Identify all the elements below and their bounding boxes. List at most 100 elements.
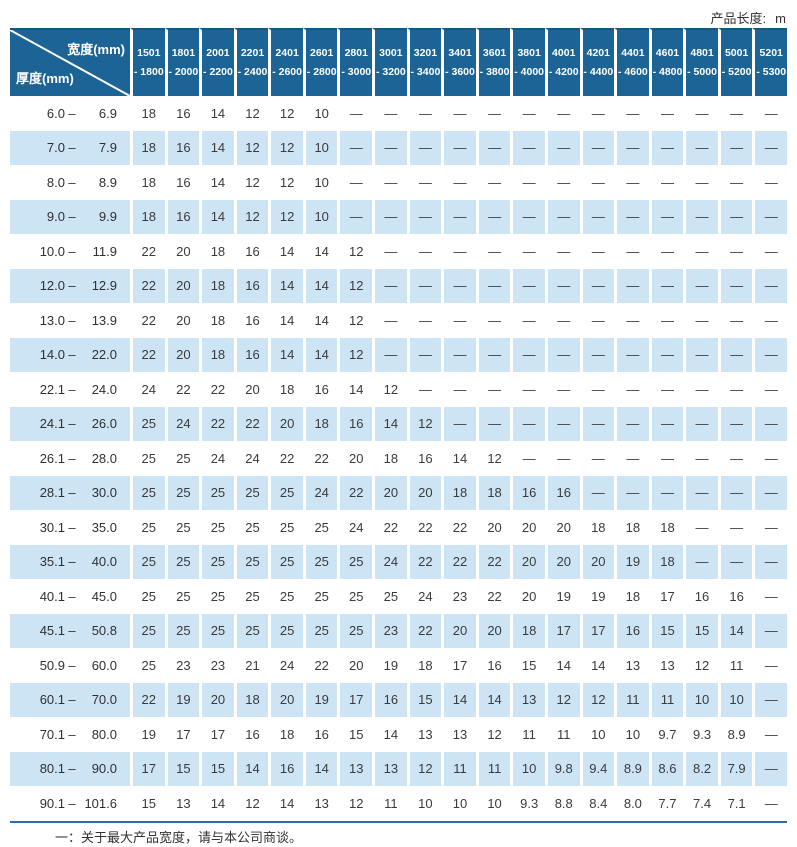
thickness-range-label: 24.1–26.0: [10, 406, 130, 441]
value-cell: 9.4: [579, 751, 615, 786]
value-cell: 9.3: [683, 717, 718, 752]
value-cell: —: [683, 96, 718, 131]
value-cell: —: [337, 130, 373, 165]
value-cell: 16: [302, 717, 338, 752]
value-cell: —: [683, 510, 718, 545]
value-cell: 18: [130, 165, 165, 200]
value-cell: 10: [614, 717, 649, 752]
value-cell: 24: [337, 510, 373, 545]
value-cell: 25: [130, 544, 165, 579]
value-cell: 17: [544, 613, 580, 648]
value-cell: 16: [164, 199, 200, 234]
value-cell: 16: [233, 268, 269, 303]
value-cell: 17: [337, 682, 373, 717]
value-cell: —: [752, 510, 787, 545]
value-cell: 12: [544, 682, 580, 717]
value-cell: 14: [302, 751, 338, 786]
value-cell: —: [752, 303, 787, 338]
value-cell: —: [752, 544, 787, 579]
value-cell: 25: [233, 613, 269, 648]
value-cell: 7.9: [717, 751, 753, 786]
value-cell: 25: [233, 475, 269, 510]
table-row: 70.1–80.0 19 17 17 16 18 16 15 14 13 13 12 11 11 10 10 9…: [10, 717, 787, 752]
thickness-range-label: 28.1–30.0: [10, 475, 130, 510]
value-cell: 14: [199, 786, 234, 821]
value-cell: —: [752, 406, 787, 441]
value-cell: 16: [717, 579, 753, 614]
value-cell: 19: [614, 544, 649, 579]
value-cell: 14: [268, 234, 303, 269]
value-cell: 22: [233, 406, 269, 441]
value-cell: —: [717, 130, 753, 165]
value-cell: —: [510, 165, 545, 200]
value-cell: 24: [406, 579, 442, 614]
value-cell: 12: [475, 717, 511, 752]
value-cell: 13: [302, 786, 338, 821]
value-cell: 25: [164, 441, 200, 476]
table-row: 35.1–40.0 25 25 25 25 25 25 25 24 22 22 22 20 20 20 19 1…: [10, 544, 787, 579]
value-cell: 12: [337, 268, 373, 303]
value-cell: —: [752, 372, 787, 407]
width-range-header: 5001- 5200: [717, 28, 753, 96]
value-cell: 20: [510, 510, 545, 545]
value-cell: 18: [130, 130, 165, 165]
value-cell: —: [614, 234, 649, 269]
value-cell: —: [752, 96, 787, 131]
value-cell: 20: [406, 475, 442, 510]
value-cell: 12: [683, 648, 718, 683]
value-cell: 25: [199, 613, 234, 648]
value-cell: —: [752, 337, 787, 372]
table-row: 8.0–8.9 18 16 14 12 12 10— — — — — — — — — — — — —: [10, 165, 787, 200]
value-cell: 16: [268, 751, 303, 786]
value-cell: —: [717, 475, 753, 510]
value-cell: 22: [475, 579, 511, 614]
value-cell: 24: [130, 372, 165, 407]
value-cell: 24: [302, 475, 338, 510]
value-cell: 19: [372, 648, 407, 683]
value-cell: —: [648, 130, 684, 165]
thickness-range-label: 10.0–11.9: [10, 234, 130, 269]
value-cell: 18: [199, 234, 234, 269]
value-cell: —: [441, 303, 476, 338]
value-cell: —: [406, 96, 442, 131]
value-cell: 20: [199, 682, 234, 717]
value-cell: 16: [544, 475, 580, 510]
value-cell: —: [648, 199, 684, 234]
value-cell: 25: [199, 510, 234, 545]
value-cell: 12: [233, 130, 269, 165]
table-bottom-rule: [10, 821, 787, 823]
value-cell: —: [752, 579, 787, 614]
value-cell: 23: [441, 579, 476, 614]
width-range-header: 3201- 3400: [406, 28, 442, 96]
value-cell: —: [406, 268, 442, 303]
value-cell: —: [475, 303, 511, 338]
value-cell: 12: [337, 234, 373, 269]
value-cell: —: [510, 406, 545, 441]
value-cell: —: [752, 268, 787, 303]
value-cell: 20: [164, 337, 200, 372]
value-cell: 10: [302, 199, 338, 234]
value-cell: —: [752, 613, 787, 648]
value-cell: 22: [475, 544, 511, 579]
value-cell: 8.2: [683, 751, 718, 786]
value-cell: —: [475, 199, 511, 234]
value-cell: 11: [510, 717, 545, 752]
value-cell: —: [752, 475, 787, 510]
value-cell: 25: [164, 613, 200, 648]
value-cell: 15: [648, 613, 684, 648]
width-range-header: 2001- 2200: [199, 28, 234, 96]
table-body: 6.0–6.9 18 16 14 12 12 10— — — — — — — — — — — — —7.0–7.9 1…: [10, 96, 787, 821]
value-cell: —: [372, 165, 407, 200]
value-cell: —: [752, 234, 787, 269]
value-cell: —: [683, 337, 718, 372]
value-cell: 14: [199, 165, 234, 200]
value-cell: 25: [302, 510, 338, 545]
value-cell: 25: [233, 579, 269, 614]
thickness-range-label: 35.1–40.0: [10, 544, 130, 579]
footnote: 一：关于最大产品宽度，请与本公司商谈。: [55, 830, 303, 845]
value-cell: —: [648, 475, 684, 510]
value-cell: 25: [164, 579, 200, 614]
value-cell: —: [717, 441, 753, 476]
value-cell: 18: [199, 303, 234, 338]
value-cell: 24: [199, 441, 234, 476]
